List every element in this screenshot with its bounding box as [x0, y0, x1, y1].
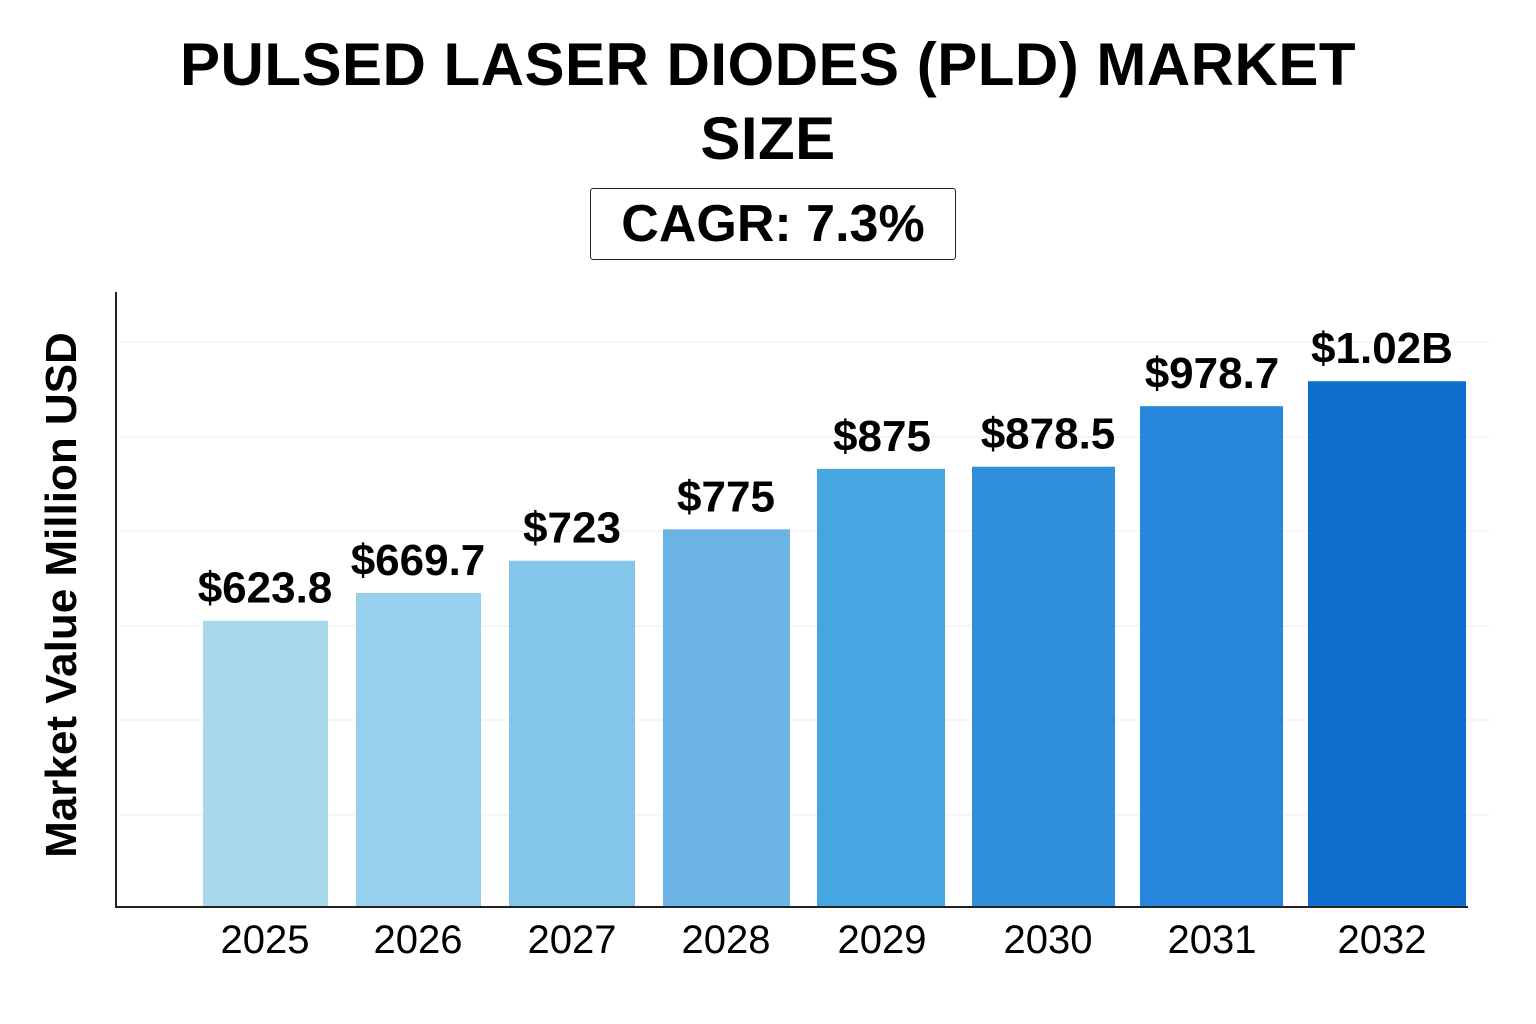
data-label-2025: $623.8	[198, 564, 333, 613]
x-tick-2029: 2029	[838, 918, 927, 962]
chart-title: PULSED LASER DIODES (PLD) MARKET SIZE	[0, 28, 1536, 176]
chart-title-line-1: PULSED LASER DIODES (PLD) MARKET	[179, 31, 1357, 98]
x-tick-2030: 2030	[1004, 918, 1093, 962]
cagr-badge: CAGR: 7.3%	[590, 188, 956, 260]
bar-2029	[817, 468, 945, 907]
bar-2031	[1140, 406, 1283, 907]
data-label-2029: $875	[833, 412, 931, 461]
data-labels: $623.8 $669.7 $723 $775 $875 $878.5 $978.7 $1.0…	[198, 324, 1453, 613]
bar-2025	[203, 620, 328, 907]
bar-2028	[663, 529, 790, 907]
data-label-2032: $1.02B	[1311, 324, 1453, 373]
bar-2032	[1308, 381, 1466, 908]
data-label-2028: $775	[677, 472, 775, 521]
data-label-2026: $669.7	[351, 536, 486, 585]
x-tick-2026: 2026	[374, 918, 463, 962]
x-tick-2027: 2027	[528, 918, 617, 962]
x-tick-2028: 2028	[682, 918, 771, 962]
chart-title-line-2: SIZE	[700, 105, 836, 172]
data-label-2030: $878.5	[981, 410, 1116, 459]
y-axis-label: Market Value Million USD	[37, 332, 86, 858]
data-label-2031: $978.7	[1145, 349, 1280, 398]
bars	[203, 381, 1466, 908]
data-label-2027: $723	[523, 504, 621, 553]
x-tick-labels: 2025 2026 2027 2028 2029 2030 2031 2032	[221, 918, 1427, 962]
bar-2026	[356, 592, 481, 907]
x-tick-2031: 2031	[1168, 918, 1257, 962]
bar-2027	[509, 560, 635, 907]
bar-2030	[972, 466, 1115, 907]
x-tick-2025: 2025	[221, 918, 310, 962]
x-tick-2032: 2032	[1338, 918, 1427, 962]
